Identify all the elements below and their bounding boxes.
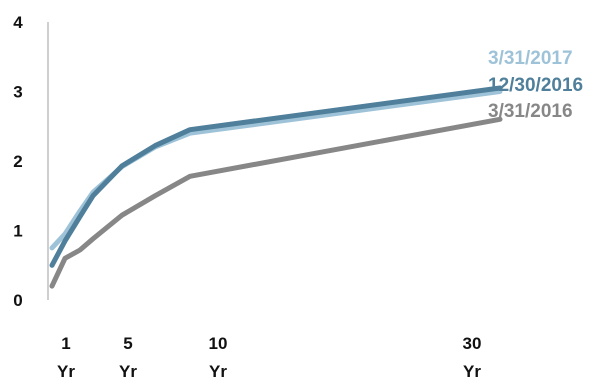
x-tick-labels: 1 Yr 5 Yr 10 Yr 30 Yr xyxy=(57,334,481,381)
x-tick-label: 1 xyxy=(61,334,70,353)
legend-label: 3/31/2016 xyxy=(488,101,573,122)
y-tick-label: 4 xyxy=(13,13,23,32)
legend: 3/31/2017 12/30/2016 3/31/2016 xyxy=(488,48,583,122)
x-tick-unit-label: Yr xyxy=(119,362,137,381)
legend-label: 3/31/2017 xyxy=(488,48,573,69)
legend-label: 12/30/2016 xyxy=(488,75,583,96)
series-line-12-30-2016 xyxy=(49,85,503,268)
y-tick-label: 3 xyxy=(13,83,22,102)
series-line-3-31-2016 xyxy=(49,116,503,289)
series-lines xyxy=(49,85,503,289)
x-tick-label: 10 xyxy=(209,334,228,353)
y-tick-label: 1 xyxy=(13,222,22,241)
x-tick-unit-label: Yr xyxy=(463,362,481,381)
y-tick-label: 0 xyxy=(13,291,22,310)
y-tick-label: 2 xyxy=(13,152,22,171)
x-tick-label: 30 xyxy=(463,334,482,353)
y-tick-labels: 0 1 2 3 4 xyxy=(13,13,23,310)
x-tick-label: 5 xyxy=(123,334,132,353)
x-tick-unit-label: Yr xyxy=(209,362,227,381)
x-tick-unit-label: Yr xyxy=(57,362,75,381)
